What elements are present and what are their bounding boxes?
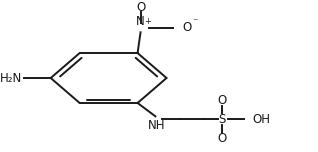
Text: O: O bbox=[218, 93, 227, 107]
Text: OH: OH bbox=[252, 113, 270, 126]
Text: O: O bbox=[218, 132, 227, 145]
Text: NH: NH bbox=[148, 119, 166, 132]
Text: S: S bbox=[218, 113, 226, 126]
Text: O: O bbox=[136, 1, 145, 14]
Text: H₂N: H₂N bbox=[0, 71, 23, 85]
Text: N: N bbox=[136, 15, 145, 28]
Text: ⁻: ⁻ bbox=[193, 17, 198, 27]
Text: O: O bbox=[182, 21, 191, 34]
Text: +: + bbox=[145, 17, 151, 26]
